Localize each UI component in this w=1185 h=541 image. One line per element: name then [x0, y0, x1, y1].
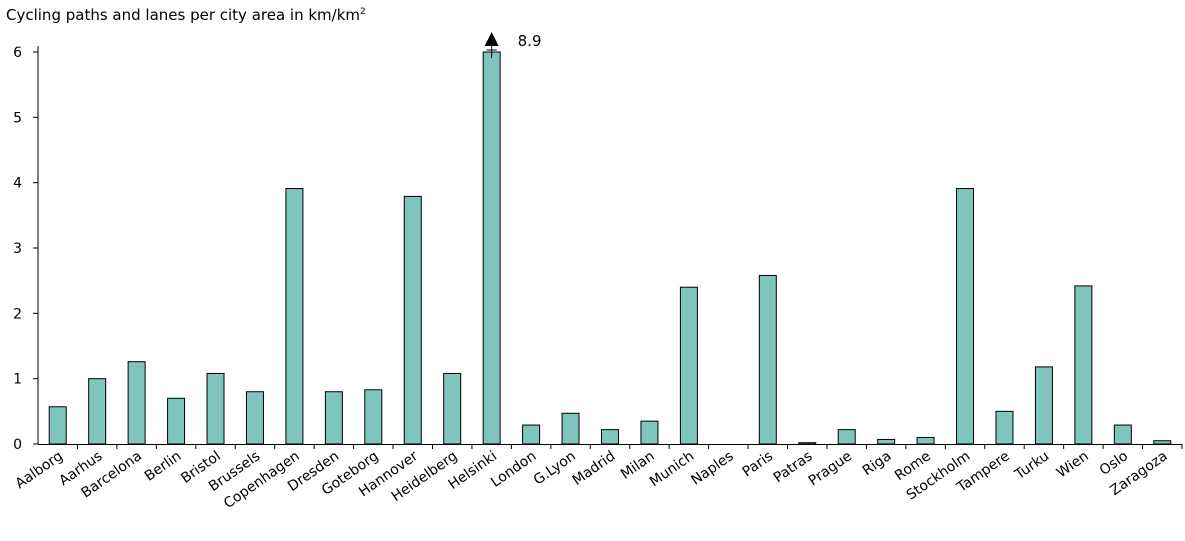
x-tick-label: Berlin — [142, 448, 184, 484]
off-scale-arrow-icon — [484, 32, 499, 46]
x-tick-label: Turku — [1011, 448, 1052, 483]
bar-madrid — [601, 429, 619, 445]
bar-brussels — [245, 391, 264, 445]
bar-stockholm — [956, 188, 975, 445]
bar-riga — [877, 438, 896, 445]
bar-helsinki — [482, 51, 501, 445]
data-label-helsinki: 8.9 — [518, 32, 542, 50]
chart-title-superscript: 2 — [360, 7, 366, 17]
bar-tampere — [995, 410, 1014, 445]
y-tick-label: 1 — [13, 372, 22, 388]
x-tick-label: Wien — [1054, 448, 1092, 481]
y-tick-label: 3 — [13, 241, 22, 257]
chart-title-text: Cycling paths and lanes per city area in… — [6, 6, 361, 24]
bar-oslo — [1113, 424, 1132, 445]
bar-milan — [640, 420, 659, 445]
y-tick-label: 5 — [13, 110, 22, 126]
bar-berlin — [167, 397, 186, 445]
bar-turku — [1034, 366, 1053, 445]
bar-goteborg — [364, 389, 383, 445]
x-tick-label: Naples — [688, 448, 736, 488]
bar-dresden — [324, 391, 343, 445]
bar-prague — [837, 429, 856, 445]
bar-aarhus — [88, 378, 107, 445]
bar-london — [522, 424, 541, 445]
bar-aalborg — [48, 406, 67, 445]
x-tick-label: Riga — [860, 448, 895, 479]
x-tick-label: London — [488, 448, 539, 491]
bar-g-lyon — [561, 412, 580, 445]
chart-title: Cycling paths and lanes per city area in… — [6, 6, 366, 24]
y-tick-label: 4 — [13, 176, 22, 192]
y-tick-label: 6 — [13, 45, 22, 61]
bar-hannover — [403, 195, 422, 445]
x-tick-label: Aalborg — [13, 448, 66, 492]
bar-rome — [916, 436, 935, 445]
x-tick-label: Madrid — [570, 448, 619, 489]
bar-munich — [679, 286, 698, 445]
y-tick-label: 0 — [13, 437, 22, 453]
bar-barcelona — [127, 361, 146, 445]
y-tick-label: 2 — [13, 306, 22, 322]
bar-patras — [798, 442, 817, 445]
bar-copenhagen — [285, 188, 304, 445]
bar-wien — [1074, 285, 1093, 445]
x-tick-label: G.Lyon — [531, 448, 579, 488]
bar-paris — [758, 274, 777, 445]
bar-heidelberg — [443, 372, 462, 445]
x-tick-label: Prague — [806, 448, 855, 489]
x-tick-label: Munich — [647, 448, 697, 490]
bar-bristol — [206, 372, 225, 445]
x-tick-label: Paris — [740, 448, 776, 480]
bar-zaragoza — [1153, 440, 1172, 445]
